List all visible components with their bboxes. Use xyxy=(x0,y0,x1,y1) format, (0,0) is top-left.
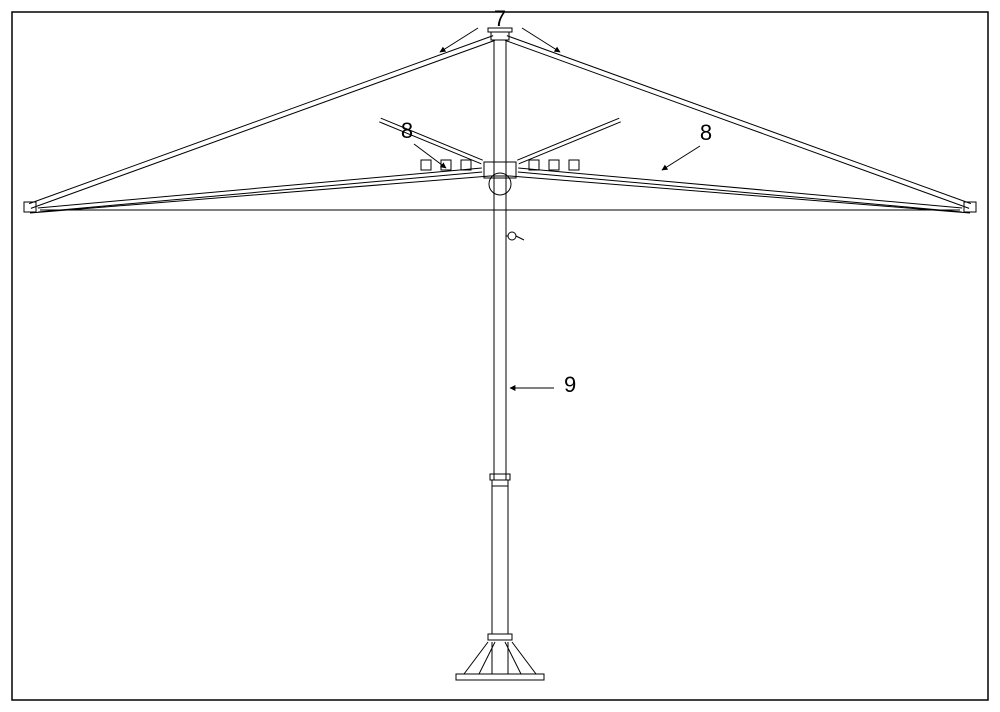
callout-9: 9 xyxy=(564,372,576,397)
base-assembly xyxy=(456,634,544,680)
canopy-ribs xyxy=(24,36,976,213)
center-pole xyxy=(488,28,524,634)
runner-assembly xyxy=(38,118,962,212)
callout-8-left: 8 xyxy=(401,118,413,143)
callout-7: 7 xyxy=(494,6,506,31)
drawing-frame xyxy=(12,12,988,700)
callout-8-right: 8 xyxy=(700,120,712,145)
